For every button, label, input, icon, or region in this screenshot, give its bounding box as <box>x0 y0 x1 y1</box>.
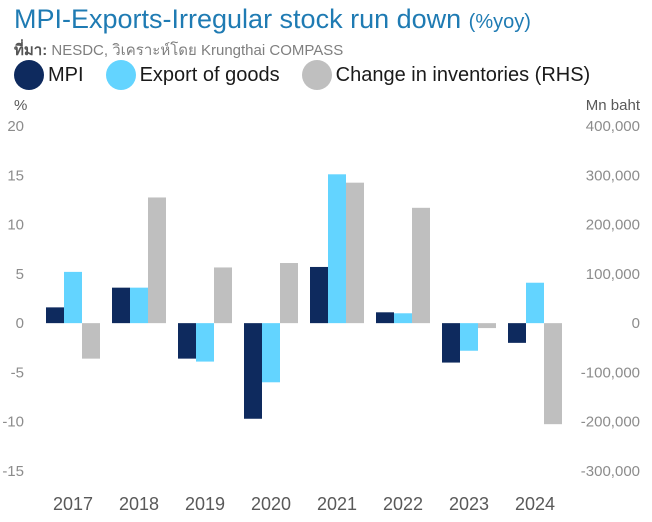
bar-mpi-2024 <box>508 323 526 343</box>
legend-item-mpi: MPI <box>14 60 84 90</box>
bar-change-in-inventories-rhs-2022 <box>412 207 430 324</box>
right-tick-label: -200,000 <box>581 414 640 431</box>
left-tick-label: 20 <box>7 118 24 135</box>
legend-label-inventories: Change in inventories (RHS) <box>335 63 591 86</box>
bar-change-in-inventories-rhs-2023 <box>478 323 496 329</box>
x-tick-label: 2017 <box>53 494 93 514</box>
source-label: ที่มา: <box>14 42 48 59</box>
left-tick-label: -10 <box>2 414 24 431</box>
bar-export-of-goods-2024 <box>526 282 544 324</box>
right-tick-label: 400,000 <box>586 118 640 135</box>
left-tick-label: 15 <box>7 167 24 184</box>
chart-title: MPI-Exports-Irregular stock run down (%y… <box>14 4 531 35</box>
right-tick-label: 300,000 <box>586 167 640 184</box>
right-tick-label: 0 <box>632 315 640 332</box>
left-tick-label: -15 <box>2 463 24 480</box>
x-tick-label: 2021 <box>317 494 357 514</box>
legend-swatch-mpi <box>14 60 44 90</box>
chart-title-unit: (%yoy) <box>468 11 531 33</box>
bar-mpi-2018 <box>112 287 130 324</box>
bar-change-in-inventories-rhs-2019 <box>214 267 232 324</box>
bar-change-in-inventories-rhs-2018 <box>148 197 166 324</box>
bar-export-of-goods-2023 <box>460 323 478 351</box>
left-tick-label: 5 <box>16 266 24 283</box>
x-tick-label: 2019 <box>185 494 225 514</box>
left-tick-label: 10 <box>7 217 24 234</box>
bar-mpi-2021 <box>310 266 328 324</box>
bar-export-of-goods-2019 <box>196 323 214 362</box>
bar-mpi-2020 <box>244 323 262 419</box>
legend-swatch-inventories <box>301 60 332 90</box>
bar-export-of-goods-2018 <box>130 287 148 324</box>
right-tick-label: -100,000 <box>581 364 640 381</box>
right-tick-label: -300,000 <box>581 463 640 480</box>
legend-item-inventories: Change in inventories (RHS) <box>301 60 591 90</box>
left-axis-unit: % <box>14 97 27 114</box>
source-text: NESDC, วิเคราะห์โดย Krungthai COMPASS <box>51 42 344 59</box>
legend-label-mpi: MPI <box>48 63 84 86</box>
x-tick-label: 2022 <box>383 494 423 514</box>
right-tick-label: 200,000 <box>586 217 640 234</box>
bar-change-in-inventories-rhs-2020 <box>280 263 298 324</box>
bar-change-in-inventories-rhs-2017 <box>82 323 100 359</box>
legend-label-export: Export of goods <box>139 63 280 86</box>
x-tick-label: 2018 <box>119 494 159 514</box>
right-tick-label: 100,000 <box>586 266 640 283</box>
x-tick-label: 2020 <box>251 494 291 514</box>
bar-export-of-goods-2022 <box>394 313 412 324</box>
chart-source: ที่มา: NESDC, วิเคราะห์โดย Krungthai COM… <box>14 38 343 62</box>
x-tick-label: 2024 <box>515 494 555 514</box>
legend-swatch-export <box>105 60 136 90</box>
legend-item-export: Export of goods <box>105 60 280 90</box>
right-axis-unit: Mn baht <box>586 97 641 114</box>
left-tick-label: -5 <box>11 364 24 381</box>
chart-legend: MPI Export of goods Change in inventorie… <box>14 60 612 90</box>
bar-mpi-2019 <box>178 323 196 359</box>
chart-title-text: MPI-Exports-Irregular stock run down <box>14 4 462 34</box>
x-tick-label: 2023 <box>449 494 489 514</box>
left-tick-label: 0 <box>16 315 24 332</box>
bar-export-of-goods-2020 <box>262 323 280 383</box>
bar-export-of-goods-2021 <box>328 174 346 324</box>
bar-export-of-goods-2017 <box>64 271 82 324</box>
bar-change-in-inventories-rhs-2024 <box>544 323 562 425</box>
bar-mpi-2022 <box>376 312 394 324</box>
bar-change-in-inventories-rhs-2021 <box>346 182 364 324</box>
bar-mpi-2017 <box>46 307 64 324</box>
bar-mpi-2023 <box>442 323 460 363</box>
